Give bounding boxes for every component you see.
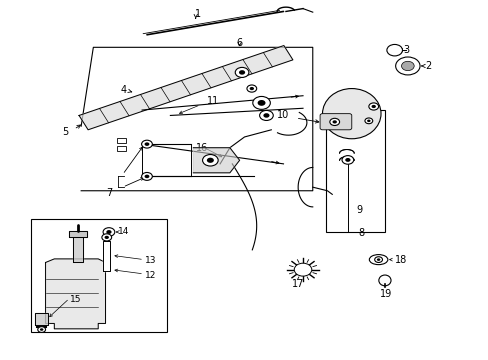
Polygon shape — [79, 45, 292, 130]
Circle shape — [329, 118, 339, 126]
Circle shape — [294, 263, 311, 276]
Text: 5: 5 — [61, 127, 68, 137]
Bar — [117, 146, 126, 151]
Text: 2: 2 — [424, 61, 430, 71]
Circle shape — [371, 105, 375, 108]
Circle shape — [376, 258, 380, 261]
Circle shape — [206, 158, 213, 163]
Text: 1: 1 — [195, 9, 201, 19]
Text: 15: 15 — [70, 294, 81, 303]
Circle shape — [401, 61, 413, 71]
Ellipse shape — [368, 255, 387, 265]
Bar — [326, 110, 384, 232]
Text: 9: 9 — [355, 206, 362, 216]
Polygon shape — [45, 259, 105, 329]
Circle shape — [144, 142, 149, 146]
Circle shape — [38, 327, 45, 332]
Polygon shape — [35, 314, 48, 325]
Circle shape — [142, 172, 152, 180]
Circle shape — [235, 67, 248, 77]
Text: 17: 17 — [291, 279, 304, 289]
Circle shape — [257, 100, 265, 106]
Circle shape — [259, 111, 273, 121]
Ellipse shape — [322, 89, 380, 139]
Circle shape — [366, 120, 370, 122]
Circle shape — [345, 158, 350, 162]
Circle shape — [364, 118, 372, 124]
Text: 10: 10 — [276, 110, 288, 120]
Polygon shape — [103, 241, 110, 271]
Circle shape — [386, 44, 402, 56]
Bar — [31, 220, 167, 332]
Text: 13: 13 — [144, 256, 156, 265]
Polygon shape — [69, 231, 86, 237]
Circle shape — [246, 85, 256, 92]
Circle shape — [249, 87, 253, 90]
Text: 4: 4 — [121, 85, 127, 95]
Text: 3: 3 — [402, 45, 408, 55]
Text: 14: 14 — [118, 228, 129, 237]
Polygon shape — [193, 148, 239, 173]
Circle shape — [104, 236, 109, 239]
Circle shape — [144, 175, 149, 178]
Text: 19: 19 — [379, 289, 391, 299]
Circle shape — [368, 103, 378, 110]
Circle shape — [252, 96, 270, 109]
Text: 16: 16 — [195, 143, 207, 153]
Bar — [117, 138, 126, 143]
FancyBboxPatch shape — [320, 114, 351, 130]
Circle shape — [106, 230, 111, 234]
Circle shape — [263, 113, 269, 118]
Circle shape — [341, 156, 353, 164]
Circle shape — [332, 120, 336, 123]
Circle shape — [103, 228, 115, 236]
Circle shape — [102, 234, 111, 241]
Text: 8: 8 — [358, 228, 364, 238]
Text: 7: 7 — [105, 188, 112, 198]
Circle shape — [40, 328, 43, 331]
Text: 12: 12 — [144, 270, 156, 279]
Circle shape — [239, 70, 244, 75]
Text: 18: 18 — [394, 255, 406, 265]
Text: 6: 6 — [236, 38, 242, 48]
Circle shape — [374, 257, 382, 262]
Polygon shape — [73, 237, 82, 262]
Text: 11: 11 — [206, 96, 219, 106]
Circle shape — [395, 57, 419, 75]
Ellipse shape — [378, 275, 390, 286]
Circle shape — [142, 140, 152, 148]
Circle shape — [202, 154, 218, 166]
